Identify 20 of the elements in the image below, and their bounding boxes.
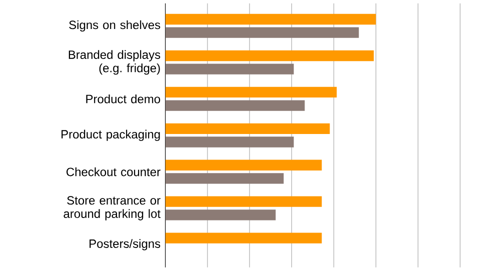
y-tick-label: Branded displays (e.g. fridge) (68, 50, 160, 75)
y-tick-label: Store entrance or around parking lot (64, 196, 160, 220)
bar (165, 173, 284, 184)
bar (165, 86, 337, 98)
bar (165, 100, 305, 111)
y-tick-label: Product demo (86, 94, 160, 104)
bar (165, 196, 322, 207)
bar (165, 210, 276, 220)
y-tick-label: Signs on shelves (69, 20, 160, 32)
bar (165, 136, 294, 148)
y-tick-label: Checkout counter (66, 167, 160, 176)
bar (165, 64, 294, 74)
bar (165, 14, 376, 25)
bar (165, 160, 322, 170)
bar (165, 50, 374, 62)
bar (165, 232, 322, 244)
bar (165, 27, 359, 38)
y-tick-label: Posters/signs (90, 239, 160, 250)
y-tick-label: Product packaging (62, 130, 160, 141)
bar (165, 123, 330, 134)
